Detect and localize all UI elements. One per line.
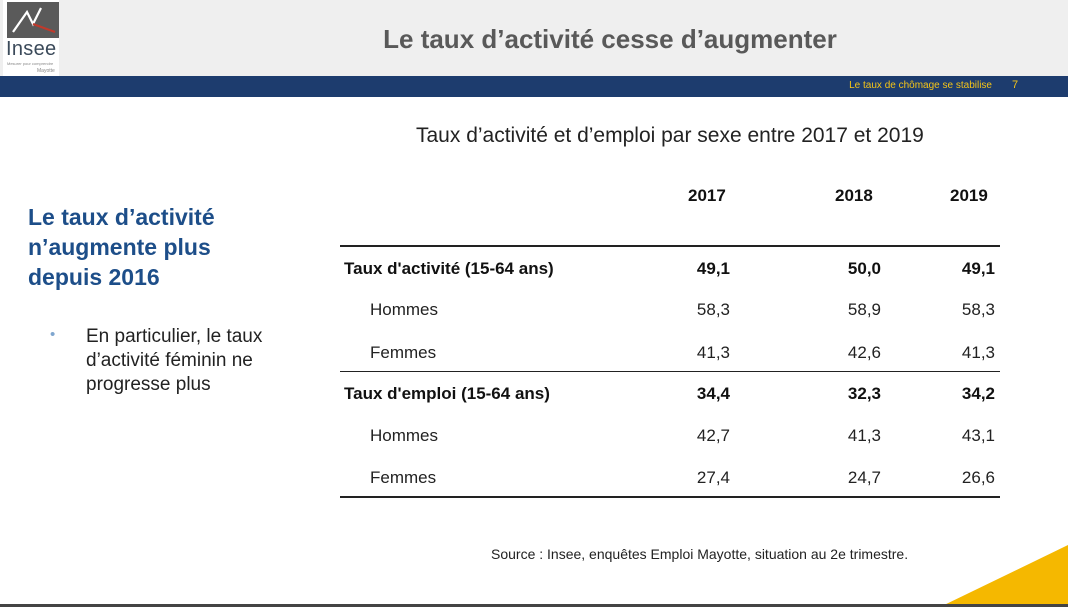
bottom-border: [0, 604, 1068, 607]
corner-decoration-icon: [940, 545, 1068, 607]
row-label: Hommes: [370, 426, 439, 445]
row-label: Femmes: [370, 343, 437, 362]
cell-value: 34,4: [696, 384, 730, 403]
cell-value: 41,3: [847, 426, 881, 445]
cell-value: 58,3: [696, 300, 730, 319]
table-row: Femmes 41,3 42,6 41,3: [340, 343, 1000, 383]
column-header: 2018: [835, 186, 873, 205]
section-rule: [340, 371, 1000, 372]
table-row: Taux d'activité (15-64 ans) 49,1 50,0 49…: [340, 259, 1000, 299]
logo-tagline: Mesurer pour comprendre: [7, 61, 54, 66]
table-row: Femmes 27,4 24,7 26,6: [340, 468, 1000, 508]
row-label: Taux d'emploi (15-64 ans): [344, 384, 550, 403]
section-subtitle: Le taux de chômage se stabilise: [849, 80, 992, 91]
table-row: Taux d'emploi (15-64 ans) 34,4 32,3 34,2: [340, 384, 1000, 424]
cell-value: 42,7: [696, 426, 730, 445]
cell-value: 32,3: [847, 384, 881, 403]
row-label: Hommes: [370, 300, 439, 319]
left-heading: Le taux d’activité n’augmente plus depui…: [28, 204, 215, 290]
cell-value: 49,1: [696, 259, 730, 278]
cell-value: 58,9: [847, 300, 881, 319]
column-header: 2017: [688, 186, 726, 205]
row-label: Taux d'activité (15-64 ans): [344, 259, 554, 278]
cell-value: 42,6: [847, 343, 881, 362]
table-bottom-rule: [340, 496, 1000, 498]
insee-logo: Insee Mesurer pour comprendre Mayotte: [3, 0, 59, 76]
cell-value: 41,3: [696, 343, 730, 362]
logo-region: Mayotte: [37, 68, 55, 74]
cell-value: 34,2: [961, 384, 995, 403]
table-row: Hommes 42,7 41,3 43,1: [340, 426, 1000, 466]
header-bar: Insee Mesurer pour comprendre Mayotte Le…: [0, 0, 1068, 76]
table-title: Taux d’activité et d’emploi par sexe ent…: [416, 124, 924, 147]
cell-value: 58,3: [961, 300, 995, 319]
source-note: Source : Insee, enquêtes Emploi Mayotte,…: [491, 546, 909, 562]
cell-value: 26,6: [961, 468, 995, 487]
row-label: Femmes: [370, 468, 437, 487]
cell-value: 27,4: [696, 468, 730, 487]
bullet-text: En particulier, le taux d’activité fémin…: [86, 326, 263, 395]
cell-value: 49,1: [961, 259, 995, 278]
logo-name: Insee: [6, 38, 57, 60]
table-header-rule: [340, 245, 1000, 247]
insee-logo-mark-icon: [7, 2, 59, 38]
column-header: 2019: [950, 186, 988, 205]
table-row: Hommes 58,3 58,9 58,3: [340, 300, 1000, 340]
section-band: [0, 76, 1068, 97]
cell-value: 43,1: [961, 426, 995, 445]
cell-value: 24,7: [847, 468, 881, 487]
page-number: 7: [1012, 79, 1019, 91]
cell-value: 50,0: [847, 259, 881, 278]
cell-value: 41,3: [961, 343, 995, 362]
bullet-dot-icon: •: [50, 326, 56, 343]
slide-title: Le taux d’activité cesse d’augmenter: [383, 24, 837, 54]
